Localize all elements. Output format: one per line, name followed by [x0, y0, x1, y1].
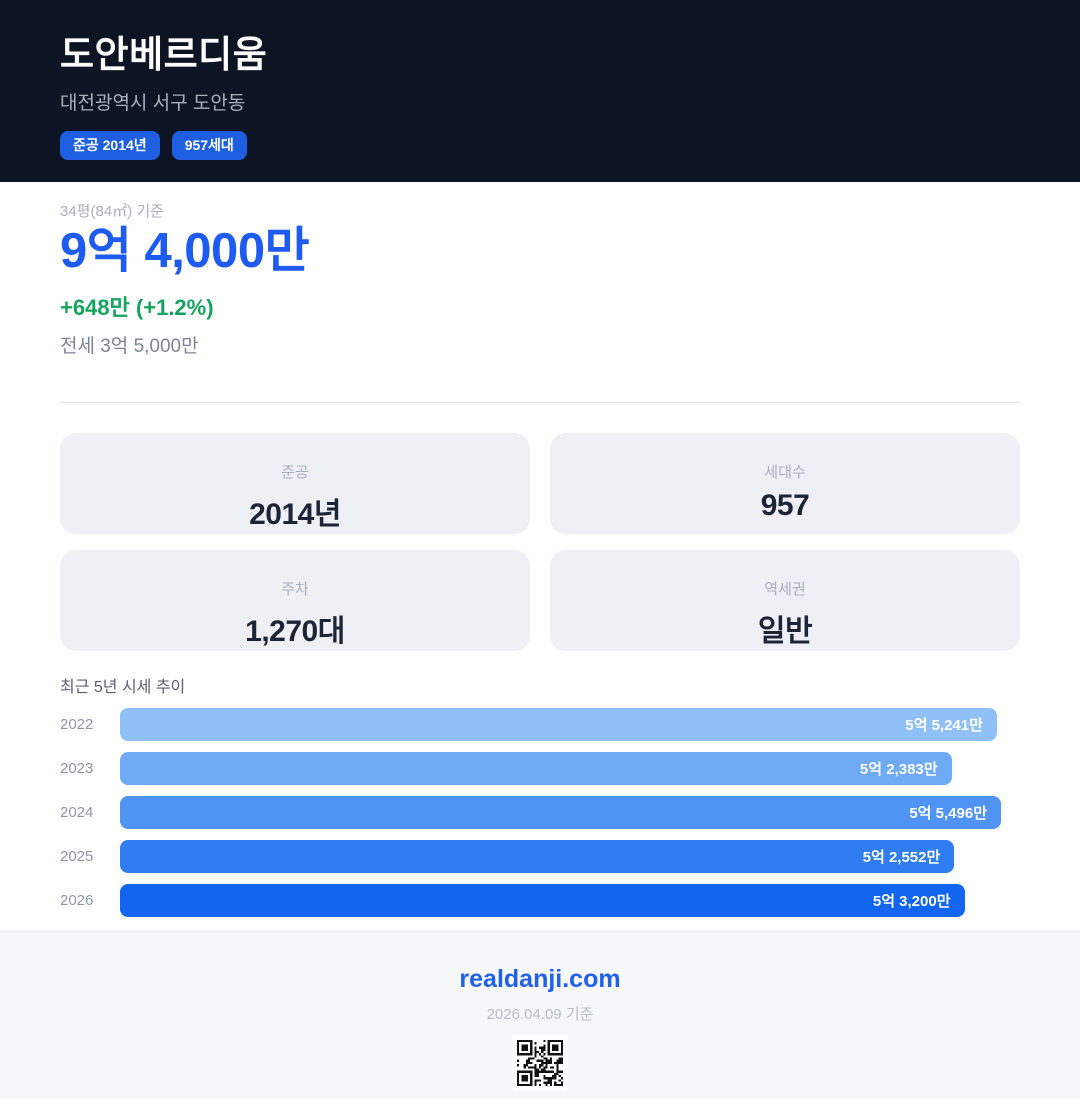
price-bar: 5억 5,241만	[120, 708, 997, 742]
info-card-parking: 주차 1,270대	[60, 550, 530, 652]
bar-track: 5억 3,200만	[120, 884, 1001, 918]
price-bar: 5억 3,200만	[120, 884, 965, 918]
built-year-badge: 준공 2014년	[60, 130, 160, 160]
year-tick-label: 2026	[60, 892, 94, 910]
chart-row: 2026 5억 3,200만	[60, 884, 1020, 918]
info-card-station-area: 역세권 일반	[550, 550, 1020, 652]
jeonse-price: 전세 3억 5,000만	[60, 336, 199, 358]
household-count-badge: 957세대	[171, 130, 247, 160]
current-price: 9억 4,000만	[60, 224, 310, 278]
site-link[interactable]: realdanji.com	[459, 965, 621, 994]
year-tick-label: 2023	[60, 760, 94, 778]
info-card-built-year: 준공 2014년	[60, 433, 530, 535]
info-card-value: 1,270대	[245, 615, 345, 649]
bar-value-label: 5억 3,200만	[872, 893, 951, 911]
info-card-grid: 준공 2014년 세대수 957 주차 1,270대 역세권 일반	[60, 433, 1020, 652]
chart-row: 2022 5억 5,241만	[60, 708, 1020, 742]
complex-title: 도안베르디움	[60, 34, 268, 75]
price-change: +648만 (+1.2%)	[60, 295, 214, 321]
chart-row: 2023 5억 2,383만	[60, 752, 1020, 786]
section-divider	[60, 402, 1020, 404]
bar-value-label: 5억 5,241만	[905, 717, 983, 735]
year-tick-label: 2025	[60, 848, 94, 866]
bar-track: 5억 2,552만	[120, 840, 1001, 874]
info-card-label: 역세권	[764, 581, 806, 599]
year-tick-label: 2024	[60, 804, 94, 822]
info-card-value: 2014년	[249, 498, 341, 532]
price-basis-label: 34평(84㎡) 기준	[60, 203, 164, 220]
info-card-value: 957	[760, 489, 810, 523]
price-bar: 5억 2,383만	[120, 752, 952, 786]
year-tick-label: 2022	[60, 716, 94, 734]
main-content: 34평(84㎡) 기준 9억 4,000만 +648만 (+1.2%) 전세 3…	[0, 182, 1080, 918]
price-trend-chart: 최근 5년 시세 추이 2022 5억 5,241만 2023 5억 2,383…	[60, 673, 1020, 918]
info-card-label: 주차	[281, 581, 309, 599]
info-card-value: 일반	[757, 615, 813, 649]
qr-code-icon	[512, 1035, 568, 1092]
bar-track: 5억 5,496만	[120, 796, 1001, 830]
price-bar: 5억 2,552만	[120, 840, 955, 874]
bar-track: 5억 5,241만	[120, 708, 1001, 742]
info-card-label: 세대수	[764, 464, 806, 482]
data-date-label: 2026.04.09 기준	[486, 1006, 594, 1024]
bar-value-label: 5억 2,383만	[859, 761, 938, 779]
price-bar: 5억 5,496만	[120, 796, 1001, 830]
info-card-label: 준공	[281, 464, 309, 482]
chart-row: 2024 5억 5,496만	[60, 796, 1020, 830]
bar-track: 5억 2,383만	[120, 752, 1001, 786]
info-card-households: 세대수 957	[550, 433, 1020, 535]
chart-title: 최근 5년 시세 추이	[60, 679, 186, 697]
chart-rows: 2022 5억 5,241만 2023 5억 2,383만	[60, 708, 1020, 918]
footer: realdanji.com 2026.04.09 기준	[0, 931, 1080, 1099]
header: 도안베르디움 대전광역시 서구 도안동 준공 2014년 957세대	[0, 0, 1080, 182]
complex-address: 대전광역시 서구 도안동	[60, 92, 246, 114]
chart-row: 2025 5억 2,552만	[60, 840, 1020, 874]
badge-row: 준공 2014년 957세대	[60, 130, 1020, 160]
bar-value-label: 5억 5,496만	[909, 805, 987, 823]
bar-value-label: 5억 2,552만	[862, 849, 941, 867]
